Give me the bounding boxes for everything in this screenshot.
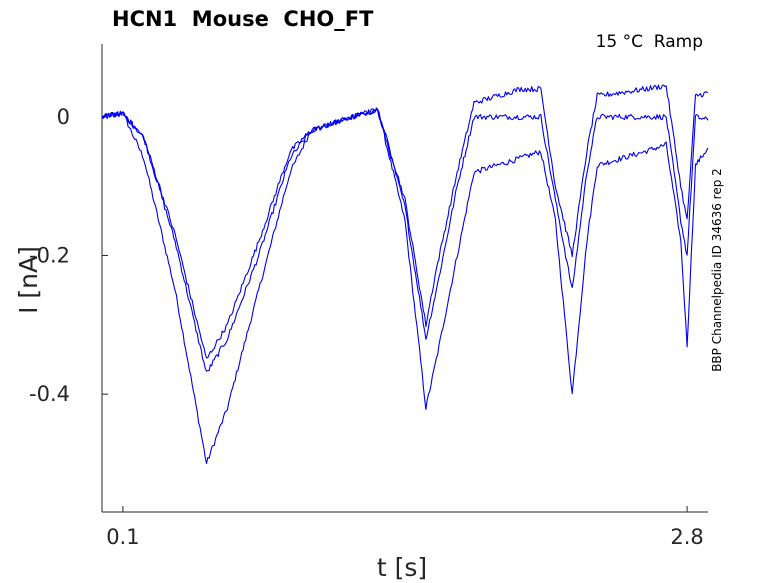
y-tick-label: -0.2 [29, 243, 70, 267]
y-tick-label: -0.4 [29, 382, 70, 406]
x-ticks: 0.1 2.8 [106, 506, 704, 549]
traces [101, 84, 709, 465]
current-trace-3 [101, 84, 709, 359]
y-axis-label: I [nA] [14, 246, 43, 314]
chart-title: HCN1 Mouse CHO_FT [112, 7, 374, 31]
x-tick-label: 0.1 [106, 525, 139, 549]
current-trace-1 [101, 107, 709, 465]
current-trace-2 [101, 108, 709, 372]
x-tick-label: 2.8 [670, 525, 703, 549]
x-axis-label: t [s] [377, 553, 427, 582]
channelpedia-id-label: BBP Channelpedia ID 34636 rep 2 [710, 168, 724, 372]
y-tick-label: 0 [57, 105, 70, 129]
axes [101, 44, 708, 513]
condition-annotation: 15 °C Ramp [596, 32, 703, 52]
y-ticks: 0 -0.2 -0.4 [29, 105, 108, 406]
